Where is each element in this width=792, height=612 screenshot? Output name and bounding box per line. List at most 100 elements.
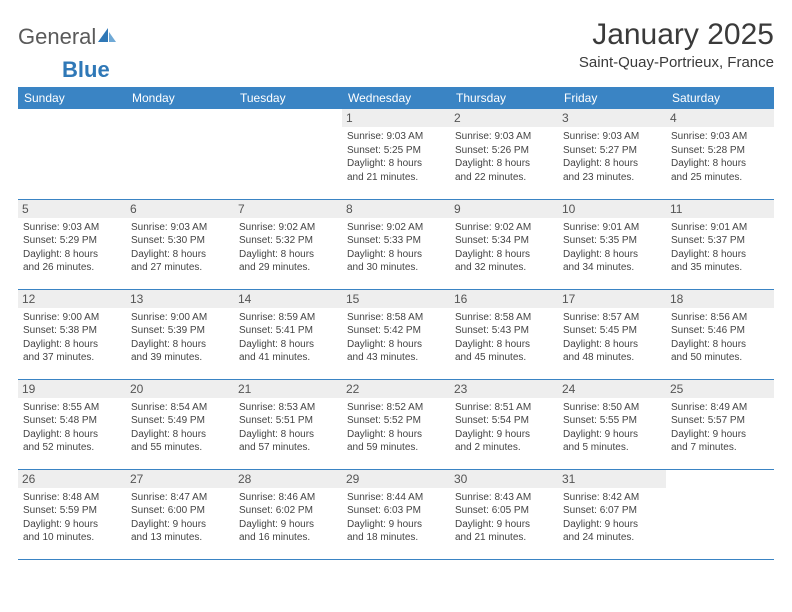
- brand-sail-icon: [96, 26, 118, 49]
- day-number: 1: [342, 109, 450, 127]
- sunset-line: Sunset: 5:35 PM: [563, 234, 661, 248]
- brand-logo: General: [18, 18, 120, 50]
- daylight-line-1: Daylight: 8 hours: [131, 428, 229, 442]
- weekday-header: Tuesday: [234, 87, 342, 109]
- calendar-day-cell: 21Sunrise: 8:53 AMSunset: 5:51 PMDayligh…: [234, 379, 342, 469]
- calendar-header-row: SundayMondayTuesdayWednesdayThursdayFrid…: [18, 87, 774, 109]
- daylight-line-1: Daylight: 8 hours: [671, 338, 769, 352]
- daylight-line-1: Daylight: 8 hours: [455, 248, 553, 262]
- sunset-line: Sunset: 5:38 PM: [23, 324, 121, 338]
- daylight-line-2: and 59 minutes.: [347, 441, 445, 455]
- sunrise-line: Sunrise: 9:01 AM: [563, 221, 661, 235]
- calendar-day-cell: 2Sunrise: 9:03 AMSunset: 5:26 PMDaylight…: [450, 109, 558, 199]
- day-detail: Sunrise: 9:01 AMSunset: 5:37 PMDaylight:…: [671, 221, 769, 275]
- month-title: January 2025: [579, 18, 774, 52]
- day-number: 18: [666, 290, 774, 308]
- daylight-line-2: and 18 minutes.: [347, 531, 445, 545]
- calendar-table: SundayMondayTuesdayWednesdayThursdayFrid…: [18, 87, 774, 560]
- sunrise-line: Sunrise: 8:59 AM: [239, 311, 337, 325]
- day-detail: Sunrise: 9:03 AMSunset: 5:30 PMDaylight:…: [131, 221, 229, 275]
- day-detail: Sunrise: 9:03 AMSunset: 5:26 PMDaylight:…: [455, 130, 553, 184]
- sunset-line: Sunset: 5:52 PM: [347, 414, 445, 428]
- day-number: 16: [450, 290, 558, 308]
- calendar-day-cell: 28Sunrise: 8:46 AMSunset: 6:02 PMDayligh…: [234, 469, 342, 559]
- daylight-line-1: Daylight: 9 hours: [671, 428, 769, 442]
- sunset-line: Sunset: 5:39 PM: [131, 324, 229, 338]
- daylight-line-2: and 45 minutes.: [455, 351, 553, 365]
- sunset-line: Sunset: 6:07 PM: [563, 504, 661, 518]
- sunset-line: Sunset: 6:03 PM: [347, 504, 445, 518]
- location-label: Saint-Quay-Portrieux, France: [579, 54, 774, 71]
- day-number: 25: [666, 380, 774, 398]
- calendar-day-cell: 7Sunrise: 9:02 AMSunset: 5:32 PMDaylight…: [234, 199, 342, 289]
- sunrise-line: Sunrise: 9:02 AM: [455, 221, 553, 235]
- daylight-line-2: and 25 minutes.: [671, 171, 769, 185]
- sunrise-line: Sunrise: 8:42 AM: [563, 491, 661, 505]
- sunset-line: Sunset: 6:02 PM: [239, 504, 337, 518]
- daylight-line-2: and 29 minutes.: [239, 261, 337, 275]
- calendar-day-cell: 29Sunrise: 8:44 AMSunset: 6:03 PMDayligh…: [342, 469, 450, 559]
- calendar-day-cell: 18Sunrise: 8:56 AMSunset: 5:46 PMDayligh…: [666, 289, 774, 379]
- sunrise-line: Sunrise: 9:02 AM: [239, 221, 337, 235]
- day-detail: Sunrise: 8:42 AMSunset: 6:07 PMDaylight:…: [563, 491, 661, 545]
- calendar-day-cell: 26Sunrise: 8:48 AMSunset: 5:59 PMDayligh…: [18, 469, 126, 559]
- calendar-week-row: 26Sunrise: 8:48 AMSunset: 5:59 PMDayligh…: [18, 469, 774, 559]
- daylight-line-1: Daylight: 8 hours: [671, 157, 769, 171]
- calendar-day-cell: 5Sunrise: 9:03 AMSunset: 5:29 PMDaylight…: [18, 199, 126, 289]
- weekday-header: Friday: [558, 87, 666, 109]
- sunrise-line: Sunrise: 8:49 AM: [671, 401, 769, 415]
- day-detail: Sunrise: 8:49 AMSunset: 5:57 PMDaylight:…: [671, 401, 769, 455]
- day-detail: Sunrise: 8:54 AMSunset: 5:49 PMDaylight:…: [131, 401, 229, 455]
- daylight-line-1: Daylight: 9 hours: [563, 518, 661, 532]
- day-number: 9: [450, 200, 558, 218]
- sunset-line: Sunset: 5:30 PM: [131, 234, 229, 248]
- day-detail: Sunrise: 8:53 AMSunset: 5:51 PMDaylight:…: [239, 401, 337, 455]
- day-detail: Sunrise: 8:58 AMSunset: 5:42 PMDaylight:…: [347, 311, 445, 365]
- daylight-line-2: and 32 minutes.: [455, 261, 553, 275]
- day-number: 6: [126, 200, 234, 218]
- sunset-line: Sunset: 6:00 PM: [131, 504, 229, 518]
- daylight-line-2: and 7 minutes.: [671, 441, 769, 455]
- day-number: 19: [18, 380, 126, 398]
- sunrise-line: Sunrise: 9:02 AM: [347, 221, 445, 235]
- day-number: 13: [126, 290, 234, 308]
- day-number: 8: [342, 200, 450, 218]
- daylight-line-2: and 23 minutes.: [563, 171, 661, 185]
- day-number: 20: [126, 380, 234, 398]
- daylight-line-1: Daylight: 8 hours: [347, 428, 445, 442]
- weekday-header: Wednesday: [342, 87, 450, 109]
- daylight-line-1: Daylight: 8 hours: [131, 248, 229, 262]
- calendar-day-cell: 16Sunrise: 8:58 AMSunset: 5:43 PMDayligh…: [450, 289, 558, 379]
- calendar-day-cell: [234, 109, 342, 199]
- sunset-line: Sunset: 5:59 PM: [23, 504, 121, 518]
- daylight-line-2: and 16 minutes.: [239, 531, 337, 545]
- sunrise-line: Sunrise: 8:58 AM: [455, 311, 553, 325]
- day-detail: Sunrise: 8:48 AMSunset: 5:59 PMDaylight:…: [23, 491, 121, 545]
- daylight-line-1: Daylight: 8 hours: [239, 428, 337, 442]
- calendar-day-cell: 6 Sunrise: 9:03 AMSunset: 5:30 PMDaylight…: [126, 199, 234, 289]
- day-detail: Sunrise: 8:43 AMSunset: 6:05 PMDaylight:…: [455, 491, 553, 545]
- sunrise-line: Sunrise: 8:56 AM: [671, 311, 769, 325]
- calendar-day-cell: 13Sunrise: 9:00 AMSunset: 5:39 PMDayligh…: [126, 289, 234, 379]
- calendar-day-cell: 22Sunrise: 8:52 AMSunset: 5:52 PMDayligh…: [342, 379, 450, 469]
- sunset-line: Sunset: 5:26 PM: [455, 144, 553, 158]
- day-detail: Sunrise: 9:03 AMSunset: 5:27 PMDaylight:…: [563, 130, 661, 184]
- day-number: 12: [18, 290, 126, 308]
- sunrise-line: Sunrise: 8:54 AM: [131, 401, 229, 415]
- day-number: [18, 109, 126, 127]
- daylight-line-2: and 21 minutes.: [347, 171, 445, 185]
- day-number: [126, 109, 234, 127]
- daylight-line-2: and 24 minutes.: [563, 531, 661, 545]
- calendar-day-cell: [126, 109, 234, 199]
- day-number: 22: [342, 380, 450, 398]
- calendar-day-cell: 31Sunrise: 8:42 AMSunset: 6:07 PMDayligh…: [558, 469, 666, 559]
- day-number: 15: [342, 290, 450, 308]
- sunset-line: Sunset: 6:05 PM: [455, 504, 553, 518]
- sunrise-line: Sunrise: 9:03 AM: [131, 221, 229, 235]
- sunrise-line: Sunrise: 9:03 AM: [671, 130, 769, 144]
- calendar-day-cell: [18, 109, 126, 199]
- daylight-line-2: and 10 minutes.: [23, 531, 121, 545]
- daylight-line-2: and 55 minutes.: [131, 441, 229, 455]
- daylight-line-2: and 5 minutes.: [563, 441, 661, 455]
- sunset-line: Sunset: 5:45 PM: [563, 324, 661, 338]
